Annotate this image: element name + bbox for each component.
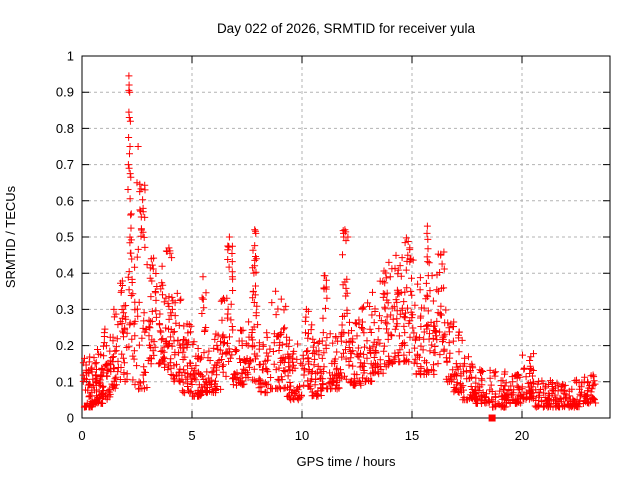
tick-marks — [81, 55, 610, 419]
chart-title: Day 022 of 2026, SRMTID for receiver yul… — [217, 21, 476, 36]
y-tick-label: 0.5 — [56, 230, 74, 245]
y-tick-label: 0.2 — [56, 338, 74, 353]
x-tick-label: 0 — [78, 428, 85, 443]
y-tick-label: 0 — [67, 411, 74, 426]
y-tick-label: 0.1 — [56, 374, 74, 389]
data-points-scatter — [79, 72, 600, 411]
y-tick-labels: 0 0.1 0.2 0.3 0.4 0.5 0.6 0.7 0.8 0.9 1 — [56, 49, 74, 426]
x-tick-label: 15 — [405, 428, 419, 443]
flagged-data-point — [488, 414, 496, 422]
y-tick-label: 0.8 — [56, 121, 74, 136]
y-tick-label: 0.3 — [56, 302, 74, 317]
y-tick-label: 0.7 — [56, 157, 74, 172]
x-tick-label: 5 — [188, 428, 195, 443]
x-tick-label: 20 — [515, 428, 529, 443]
y-axis-label: SRMTID / TECUs — [3, 185, 18, 288]
y-tick-label: 0.6 — [56, 193, 74, 208]
y-tick-label: 1 — [67, 49, 74, 64]
y-tick-label: 0.4 — [56, 266, 74, 281]
x-tick-label: 10 — [295, 428, 309, 443]
x-tick-labels: 0 5 10 15 20 — [78, 428, 529, 443]
y-tick-label: 0.9 — [56, 85, 74, 100]
x-axis-label: GPS time / hours — [297, 454, 396, 469]
